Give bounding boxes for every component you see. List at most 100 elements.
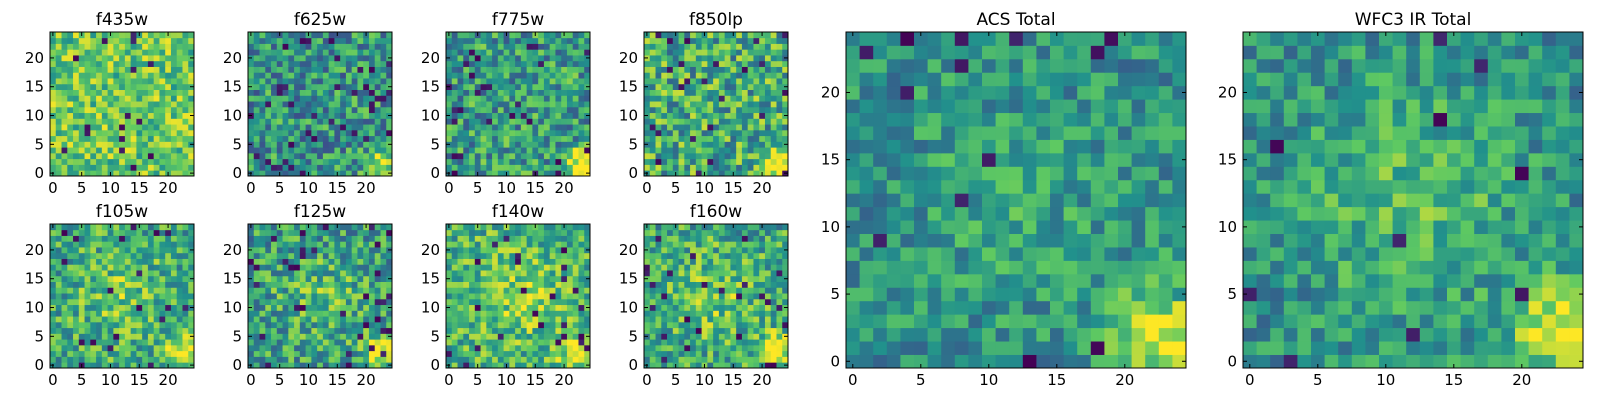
heatmap-cell bbox=[283, 328, 289, 334]
heatmap-cell bbox=[136, 130, 142, 136]
heatmap-cell bbox=[736, 130, 742, 136]
heatmap-cell bbox=[458, 316, 464, 322]
heatmap-cell bbox=[771, 107, 777, 113]
heatmap-cell bbox=[492, 253, 498, 259]
heatmap-cell bbox=[679, 339, 685, 345]
heatmap-cell bbox=[725, 322, 731, 328]
heatmap-cell bbox=[171, 247, 177, 253]
heatmap-cell bbox=[375, 44, 381, 50]
heatmap-cell bbox=[329, 270, 335, 276]
heatmap-cell bbox=[538, 230, 544, 236]
heatmap-cell bbox=[555, 362, 561, 368]
heatmap-cell bbox=[90, 55, 96, 61]
heatmap-cell bbox=[469, 270, 475, 276]
heatmap-cell bbox=[650, 49, 656, 55]
heatmap-cell bbox=[463, 49, 469, 55]
heatmap-cell bbox=[334, 78, 340, 84]
heatmap-cell bbox=[119, 270, 125, 276]
heatmap-cell bbox=[458, 293, 464, 299]
heatmap-cell bbox=[113, 84, 119, 90]
heatmap-cell bbox=[742, 164, 748, 170]
heatmap-cell bbox=[254, 164, 260, 170]
heatmap-cell bbox=[544, 147, 550, 153]
heatmap-cell bbox=[102, 107, 108, 113]
heatmap-cell bbox=[306, 147, 312, 153]
heatmap-cell bbox=[334, 90, 340, 96]
heatmap-cell bbox=[584, 270, 590, 276]
heatmap-cell bbox=[573, 333, 579, 339]
heatmap-cell bbox=[108, 339, 114, 345]
heatmap-cell bbox=[555, 305, 561, 311]
heatmap-cell bbox=[260, 345, 266, 351]
heatmap-cell bbox=[317, 107, 323, 113]
heatmap-cell bbox=[544, 67, 550, 73]
heatmap-cell bbox=[148, 44, 154, 50]
heatmap-cell bbox=[159, 345, 165, 351]
heatmap-cell bbox=[142, 72, 148, 78]
heatmap-cell bbox=[248, 241, 254, 247]
heatmap-cell bbox=[521, 78, 527, 84]
heatmap-cell bbox=[50, 124, 56, 130]
heatmap-cell bbox=[62, 61, 68, 67]
x-tick-label: 5 bbox=[473, 371, 483, 389]
x-tick-label: 5 bbox=[671, 179, 681, 197]
heatmap-cell bbox=[776, 118, 782, 124]
heatmap-cell bbox=[50, 293, 56, 299]
heatmap-cell bbox=[346, 38, 352, 44]
heatmap-cell bbox=[357, 339, 363, 345]
heatmap-cell bbox=[271, 316, 277, 322]
heatmap-cell bbox=[719, 351, 725, 357]
heatmap-cell bbox=[277, 141, 283, 147]
heatmap-cell bbox=[475, 264, 481, 270]
heatmap-cell bbox=[521, 224, 527, 230]
heatmap-cell bbox=[515, 299, 521, 305]
heatmap-cell bbox=[90, 84, 96, 90]
heatmap-cell bbox=[96, 159, 102, 165]
heatmap-cell bbox=[555, 224, 561, 230]
heatmap-cell bbox=[492, 333, 498, 339]
heatmap-cell bbox=[148, 118, 154, 124]
heatmap-cell bbox=[102, 241, 108, 247]
heatmap-cell bbox=[759, 164, 765, 170]
heatmap-cell bbox=[125, 101, 131, 107]
heatmap-cell bbox=[673, 316, 679, 322]
heatmap-cell bbox=[486, 84, 492, 90]
heatmap-cell bbox=[271, 55, 277, 61]
heatmap-cell bbox=[177, 72, 183, 78]
heatmap-cell bbox=[713, 159, 719, 165]
heatmap-cell bbox=[509, 78, 515, 84]
heatmap-cell bbox=[707, 328, 713, 334]
heatmap-cell bbox=[340, 159, 346, 165]
heatmap-cell bbox=[154, 270, 160, 276]
heatmap-cell bbox=[50, 356, 56, 362]
heatmap-cell bbox=[369, 32, 375, 38]
heatmap-cell bbox=[532, 339, 538, 345]
heatmap-cell bbox=[108, 107, 114, 113]
heatmap-cell bbox=[79, 287, 85, 293]
heatmap-cell bbox=[182, 147, 188, 153]
heatmap-cell bbox=[346, 351, 352, 357]
heatmap-cell bbox=[171, 55, 177, 61]
heatmap-cell bbox=[329, 345, 335, 351]
heatmap-cell bbox=[294, 247, 300, 253]
heatmap-cell bbox=[334, 328, 340, 334]
heatmap-cell bbox=[463, 264, 469, 270]
heatmap-cell bbox=[567, 362, 573, 368]
heatmap-cell bbox=[532, 270, 538, 276]
heatmap-cell bbox=[515, 101, 521, 107]
heatmap-cell bbox=[555, 328, 561, 334]
heatmap-cell bbox=[486, 293, 492, 299]
heatmap-cell bbox=[317, 130, 323, 136]
heatmap-cell bbox=[323, 316, 329, 322]
heatmap-cell bbox=[771, 282, 777, 288]
heatmap-cell bbox=[346, 236, 352, 242]
heatmap-cell bbox=[323, 32, 329, 38]
heatmap-cell bbox=[765, 310, 771, 316]
heatmap-cell bbox=[96, 101, 102, 107]
heatmap-cell bbox=[260, 293, 266, 299]
heatmap-cell bbox=[188, 316, 194, 322]
heatmap-cell bbox=[73, 299, 79, 305]
heatmap-cell bbox=[765, 32, 771, 38]
heatmap-cell bbox=[661, 84, 667, 90]
heatmap-cell bbox=[463, 322, 469, 328]
